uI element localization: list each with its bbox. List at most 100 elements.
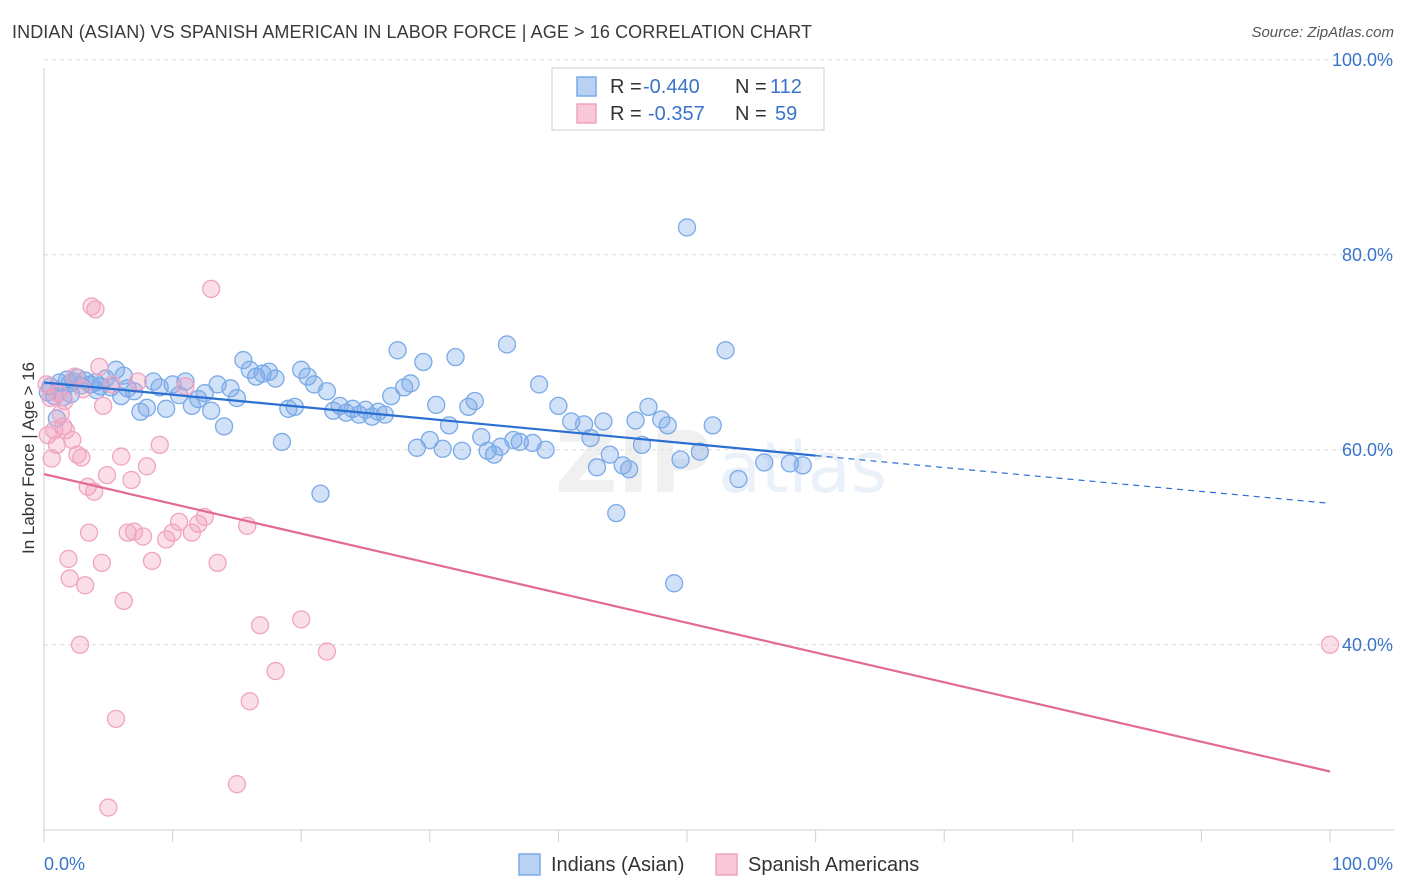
point-1-36 [124,522,144,541]
point-1-5 [47,435,67,455]
source-credit: Source: ZipAtlas.com [1251,24,1394,41]
series-spanish-americans [37,279,1340,817]
point-0-87 [587,458,607,477]
point-0-77 [497,335,517,354]
point-1-38 [133,527,153,546]
point-1-12 [60,569,79,588]
point-1-26 [92,553,112,572]
point-0-90 [607,503,626,523]
legend-r-value-1: -0.440 [643,76,700,98]
point-0-33 [214,417,234,436]
point-0-104 [729,469,748,489]
point-0-101 [690,442,710,461]
legend-r-label-2: R = [610,103,642,125]
point-1-42 [157,530,176,549]
trend-line-1 [43,473,1331,773]
legend-swatch-indians [576,76,597,97]
point-1-21 [79,523,99,542]
point-0-40 [259,362,279,381]
point-0-66 [427,395,446,415]
point-1-11 [59,549,78,569]
point-0-41 [266,369,285,388]
legend-n-value-2: 59 [775,103,797,125]
axes [43,68,1394,842]
point-0-42 [272,432,292,452]
gridlines [44,59,1394,646]
point-0-69 [446,347,465,367]
point-0-86 [581,428,600,448]
point-0-49 [317,382,337,401]
point-1-28 [97,465,117,485]
point-0-102 [703,416,722,435]
point-0-34 [221,379,240,398]
point-1-19 [76,576,95,595]
point-1-35 [122,470,141,490]
point-0-48 [311,484,330,503]
point-0-89 [600,445,619,464]
y-tick-label-2: 80.0% [1342,245,1393,265]
point-0-81 [529,375,549,394]
point-1-33 [114,591,133,611]
point-1-31 [106,709,126,728]
y-tick-label-0: 40.0% [1342,635,1393,655]
series-legend-label-indians: Indians (Asian) [551,854,684,876]
point-0-31 [202,401,221,420]
point-0-95 [639,397,658,417]
point-0-59 [382,386,401,406]
series-indians-asian [38,218,812,593]
point-0-35 [227,388,247,408]
point-0-24 [157,399,176,418]
point-0-64 [414,352,433,372]
point-0-65 [420,430,439,450]
point-1-54 [250,616,270,635]
point-0-105 [755,453,774,472]
point-1-37 [128,372,148,391]
point-1-55 [266,661,285,681]
point-0-79 [510,432,529,452]
point-0-100 [677,218,697,237]
point-0-60 [388,341,407,360]
legend-n-value-1: 112 [770,76,802,98]
series-legend-swatch-spanish [715,853,738,876]
point-0-107 [793,456,812,475]
x-tick-label-1: 100.0% [1332,854,1393,874]
watermark-atlas: atlas [718,427,887,509]
point-1-58 [1320,635,1340,654]
point-0-67 [433,439,452,458]
trend-lines [43,381,1331,773]
point-0-97 [658,416,677,435]
x-tick-label-0: 0.0% [44,854,85,874]
point-1-3 [42,449,61,468]
legend-n-label-2: N = [735,103,767,125]
point-0-98 [664,574,684,593]
y-tick-label-3: 100.0% [1332,50,1393,70]
trend-line-0 [43,381,816,457]
point-0-21 [137,398,157,417]
chart-title: INDIAN (ASIAN) VS SPANISH AMERICAN IN LA… [12,22,813,42]
point-1-47 [189,514,208,533]
point-0-36 [234,350,253,370]
point-0-88 [594,412,613,431]
point-1-51 [227,775,247,794]
point-0-99 [671,450,690,469]
point-0-45 [292,360,311,379]
y-tick-label-1: 60.0% [1342,440,1393,460]
legend-swatch-spanish [576,103,597,124]
y-axis-label: In Labor Force | Age > 16 [19,362,38,554]
point-1-53 [240,692,259,711]
point-1-57 [317,642,337,661]
point-0-83 [549,396,568,416]
point-1-10 [56,421,76,440]
point-1-27 [94,396,113,416]
point-1-44 [169,512,189,532]
trend-extension-0 [815,455,1331,504]
point-0-93 [626,411,645,430]
legend-r-value-2: -0.357 [648,103,705,125]
point-1-24 [86,300,105,319]
point-1-40 [142,551,162,571]
point-1-29 [99,798,118,817]
point-0-62 [401,374,420,393]
point-0-70 [452,441,472,460]
point-0-82 [536,440,555,459]
